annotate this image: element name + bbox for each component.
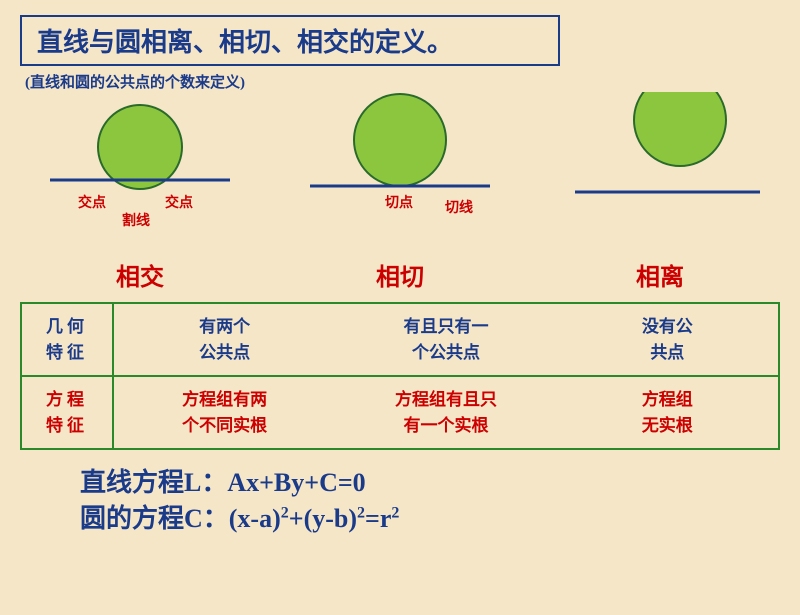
circle-eq-p3: =r bbox=[365, 504, 391, 533]
feature-table: 几何特征 有两个公共点 有且只有一个公共点 没有公共点 方程特征 方程组有两个不… bbox=[20, 302, 780, 450]
header-equation: 方程特征 bbox=[22, 377, 114, 448]
intersect-circle bbox=[98, 105, 182, 189]
separate-svg bbox=[540, 92, 780, 242]
diagram-intersect: 交点 交点 割线 bbox=[20, 92, 260, 242]
type-tangent: 相切 bbox=[280, 257, 520, 292]
sup3: 2 bbox=[391, 505, 399, 522]
type-intersect: 相交 bbox=[20, 257, 260, 292]
page-title: 直线与圆相离、相切、相交的定义。 bbox=[37, 28, 453, 57]
label-secant: 割线 bbox=[122, 210, 150, 230]
diagrams-row: 交点 交点 割线 切点 切线 bbox=[10, 92, 790, 242]
equations-block: 直线方程L：Ax+By+C=0 圆的方程C：(x-a)2+(y-b)2=r2 bbox=[80, 465, 720, 538]
separate-circle bbox=[634, 92, 726, 166]
sup2: 2 bbox=[357, 505, 365, 522]
label-right-point: 交点 bbox=[165, 192, 193, 212]
cell-eq-separate: 方程组无实根 bbox=[557, 377, 778, 448]
title-box: 直线与圆相离、相切、相交的定义。 bbox=[20, 15, 560, 66]
label-left-point: 交点 bbox=[78, 192, 106, 212]
tangent-svg bbox=[280, 92, 520, 242]
circle-eq-p1: 圆的方程C：(x-a) bbox=[80, 504, 281, 533]
type-separate: 相离 bbox=[540, 257, 780, 292]
label-tangent-line: 切线 bbox=[445, 197, 473, 217]
line-equation: 直线方程L：Ax+By+C=0 bbox=[80, 465, 720, 501]
cell-eq-intersect: 方程组有两个不同实根 bbox=[114, 377, 335, 448]
cell-geo-separate: 没有公共点 bbox=[557, 304, 778, 375]
subtitle: (直线和圆的公共点的个数来定义) bbox=[25, 71, 800, 92]
circle-eq-p2: +(y-b) bbox=[289, 504, 357, 533]
tangent-circle bbox=[354, 94, 446, 186]
sup1: 2 bbox=[281, 505, 289, 522]
cell-eq-tangent: 方程组有且只有一个实根 bbox=[335, 377, 556, 448]
header-geometry: 几何特征 bbox=[22, 304, 114, 375]
cell-geo-tangent: 有且只有一个公共点 bbox=[335, 304, 556, 375]
type-labels-row: 相交 相切 相离 bbox=[10, 257, 790, 292]
label-tangent-point: 切点 bbox=[385, 192, 413, 212]
table-row-geometry: 几何特征 有两个公共点 有且只有一个公共点 没有公共点 bbox=[22, 304, 778, 377]
diagram-tangent: 切点 切线 bbox=[280, 92, 520, 242]
diagram-separate bbox=[540, 92, 780, 242]
cell-geo-intersect: 有两个公共点 bbox=[114, 304, 335, 375]
table-row-equation: 方程特征 方程组有两个不同实根 方程组有且只有一个实根 方程组无实根 bbox=[22, 377, 778, 448]
circle-equation: 圆的方程C：(x-a)2+(y-b)2=r2 bbox=[80, 501, 720, 537]
